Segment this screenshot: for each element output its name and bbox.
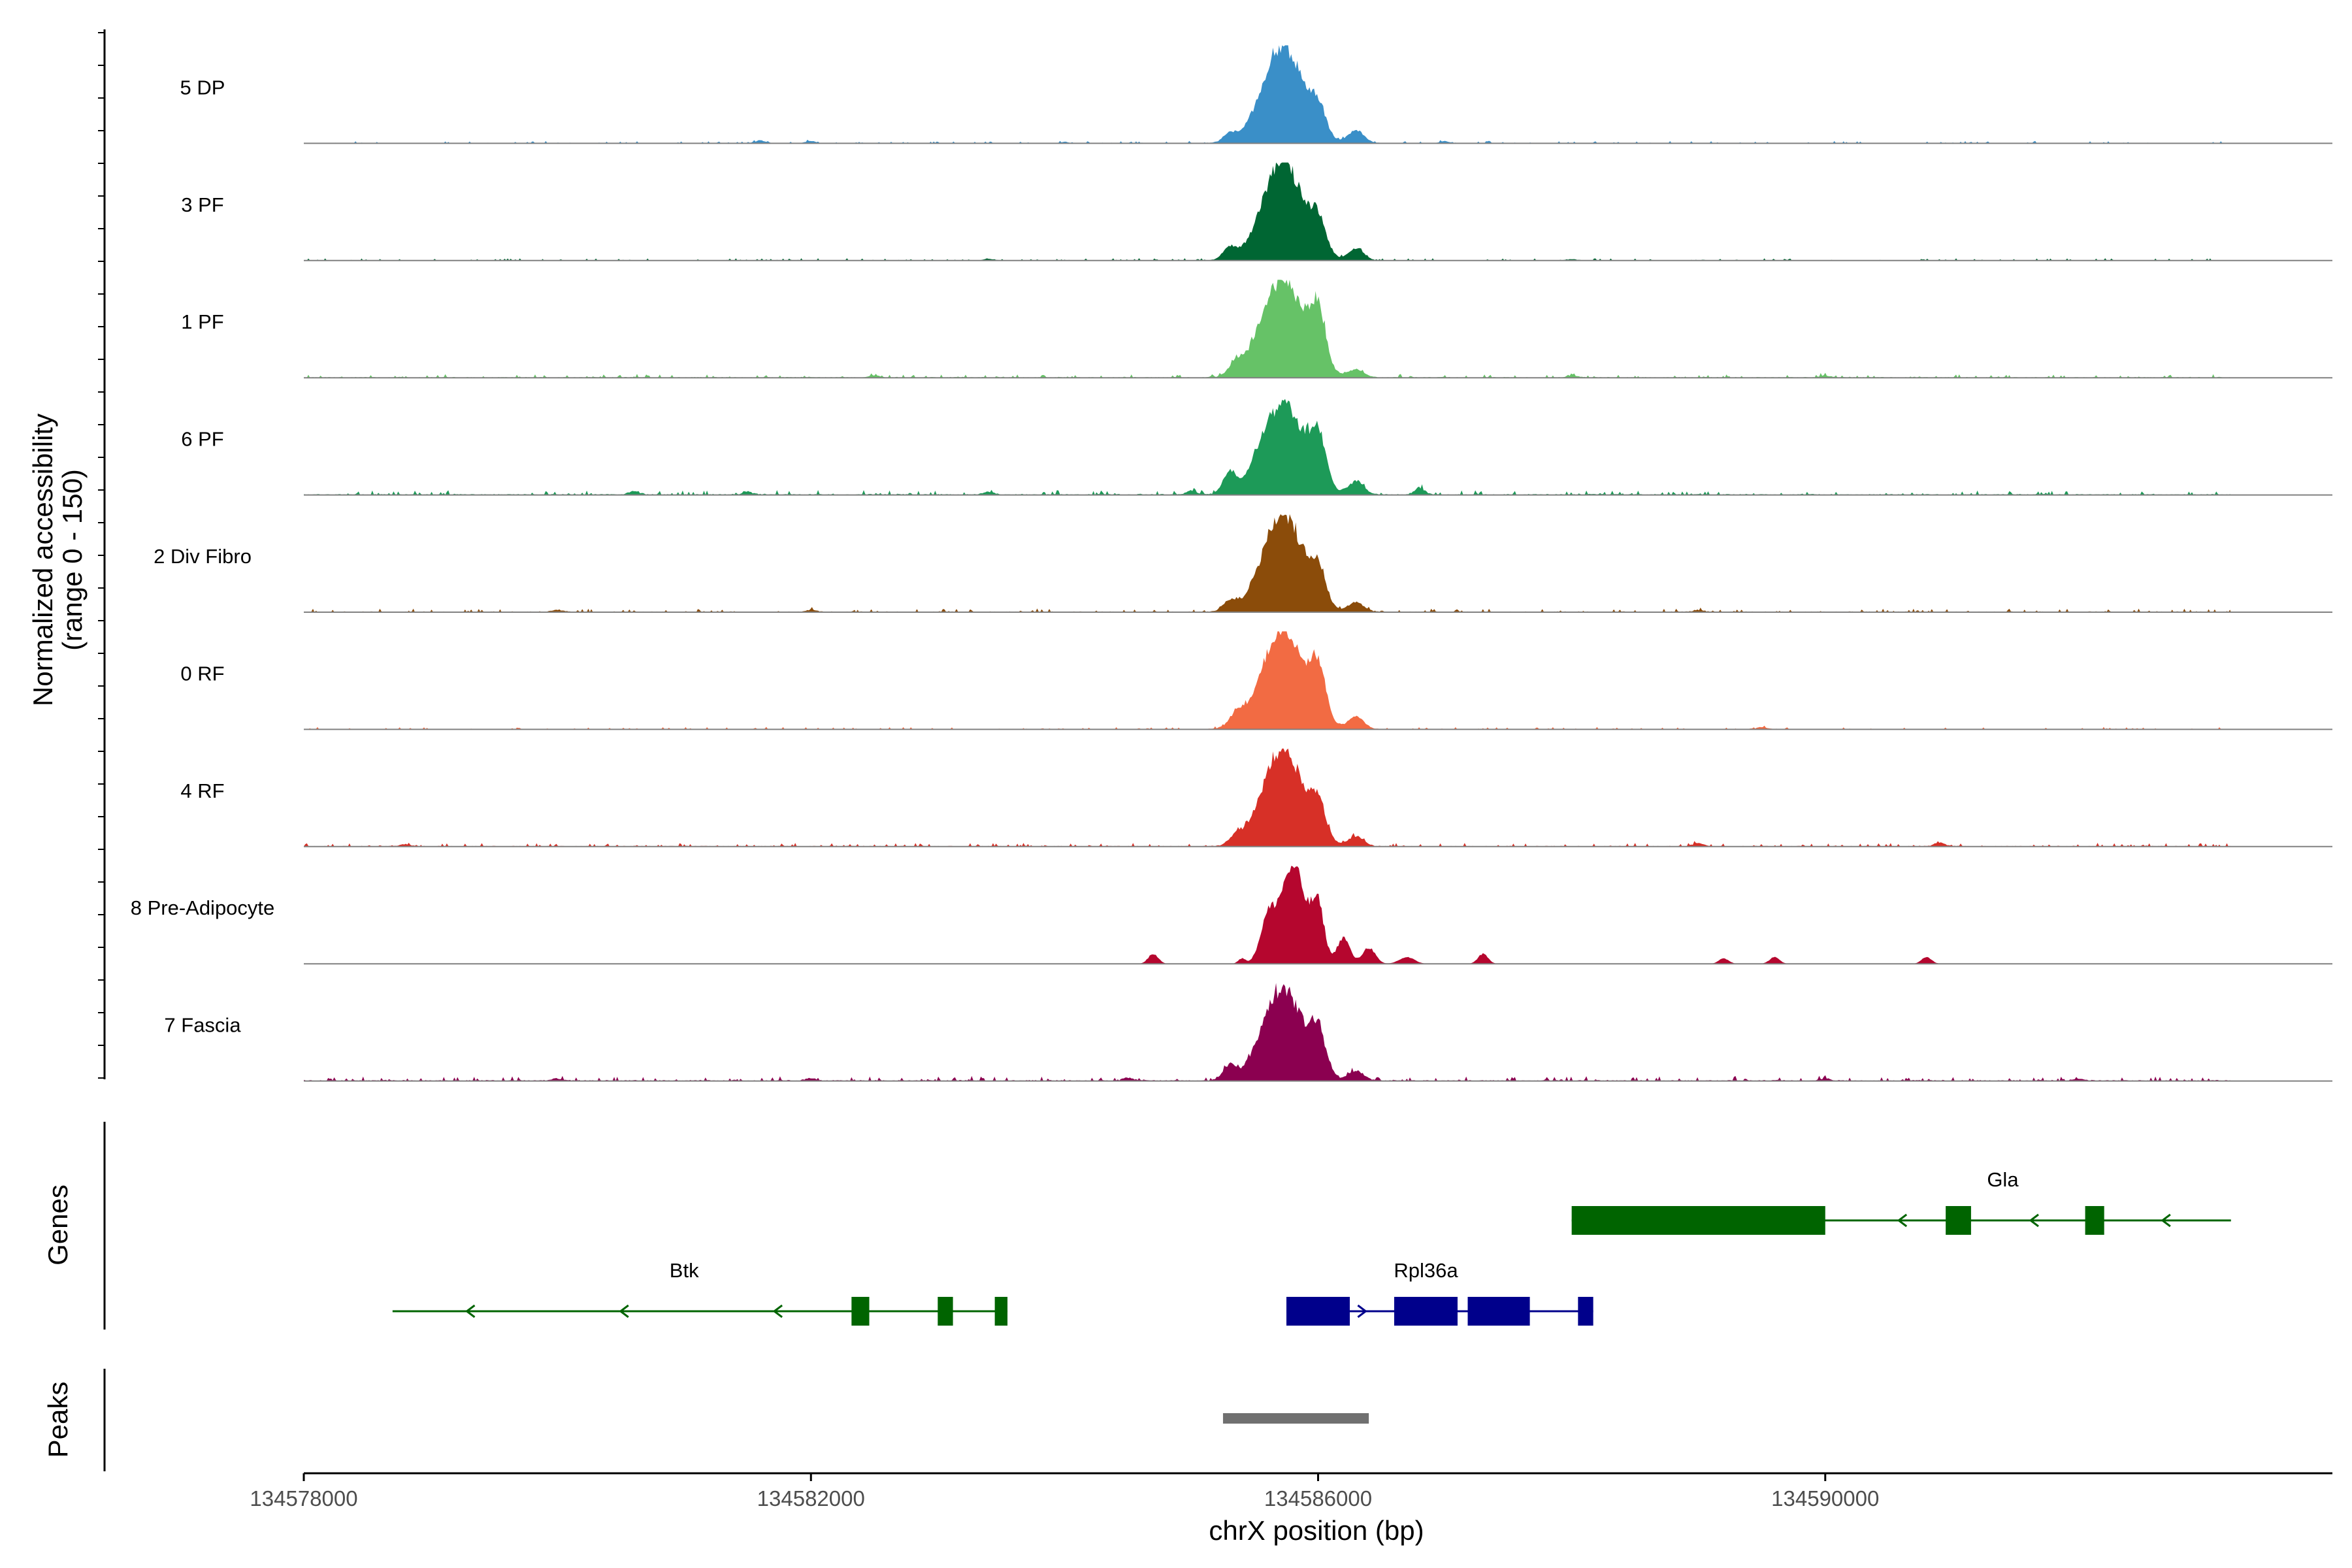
gene-exon [1578, 1297, 1593, 1326]
coverage-track: 1 PF [181, 280, 2332, 379]
coverage-area [304, 983, 2231, 1081]
coverage-area [304, 748, 2231, 847]
coverage-tracks: 5 DP 3 PF 1 PF 6 PF 2 Div Fibro 0 RF 4 RF 8 Pre… [98, 29, 2332, 1082]
track-label: 7 Fascia [164, 1014, 241, 1037]
coverage-area [304, 162, 2231, 261]
coverage-area [304, 631, 2231, 730]
coverage-track: 0 RF [180, 631, 2332, 730]
coverage-track: 8 Pre-Adipocyte [131, 866, 2332, 965]
peaks-track-title: Peaks [42, 1382, 73, 1458]
peak-region [1222, 1413, 1369, 1424]
gene-exon [938, 1297, 953, 1326]
track-label: 1 PF [181, 310, 223, 333]
y-axis-title-line1: Normalized accessibility [27, 414, 58, 706]
gene-exon [1286, 1297, 1350, 1326]
coverage-track: 2 Div Fibro [154, 514, 2332, 613]
coverage-area [304, 45, 2231, 144]
coverage-track: 4 RF [180, 748, 2332, 847]
track-label: 2 Div Fibro [154, 545, 252, 568]
track-label: 6 PF [181, 428, 223, 451]
coverage-track: 5 DP [180, 45, 2332, 144]
gene-label: Gla [1987, 1168, 2019, 1191]
strand-arrow [465, 1304, 476, 1318]
track-label: 8 Pre-Adipocyte [131, 896, 275, 919]
gene-model: Rpl36a [1286, 1259, 1593, 1326]
track-label: 4 RF [180, 779, 224, 802]
coverage-track: 7 Fascia [164, 983, 2332, 1082]
gene-exon [851, 1297, 870, 1326]
coverage-area [304, 280, 2231, 378]
coverage-track: 3 PF [181, 162, 2332, 261]
gene-exon [994, 1297, 1008, 1326]
x-tick-label: 134578000 [250, 1486, 357, 1511]
gene-label: Btk [670, 1259, 699, 1282]
gene-exon [1394, 1297, 1458, 1326]
gene-model: Gla [1571, 1168, 2231, 1235]
gene-label: Rpl36a [1394, 1259, 1458, 1282]
coverage-area [304, 866, 2231, 964]
gene-exon [1571, 1206, 1825, 1235]
strand-arrow [1897, 1213, 1908, 1228]
coverage-area [304, 514, 2231, 612]
y-axis-title-line2: (range 0 - 150) [57, 469, 88, 651]
track-label: 0 RF [180, 662, 224, 685]
x-tick-label: 134590000 [1771, 1486, 1879, 1511]
genes-track-title: Genes [42, 1184, 73, 1266]
track-label: 3 PF [181, 193, 223, 216]
coverage-track: 6 PF [181, 399, 2332, 496]
gene-exon [2085, 1206, 2104, 1235]
strand-arrow [2161, 1213, 2171, 1228]
peaks-track [103, 1369, 1369, 1471]
x-tick-label: 134582000 [757, 1486, 865, 1511]
strand-arrow [2029, 1213, 2039, 1228]
gene-exon [1946, 1206, 1971, 1235]
x-axis: 134578000 134582000 134586000 134590000 [250, 1472, 2332, 1511]
gene-exon [1467, 1297, 1530, 1326]
gene-model: Btk [392, 1259, 1008, 1326]
x-axis-title: chrX position (bp) [1209, 1515, 1424, 1546]
strand-arrow [619, 1304, 629, 1318]
strand-arrow [1357, 1304, 1367, 1318]
coverage-area [304, 399, 2231, 495]
track-label: 5 DP [180, 76, 225, 99]
x-tick-label: 134586000 [1264, 1486, 1372, 1511]
strand-arrow [772, 1304, 783, 1318]
gene-annotation-track: Gla Btk Rpl36a [103, 1122, 2231, 1330]
